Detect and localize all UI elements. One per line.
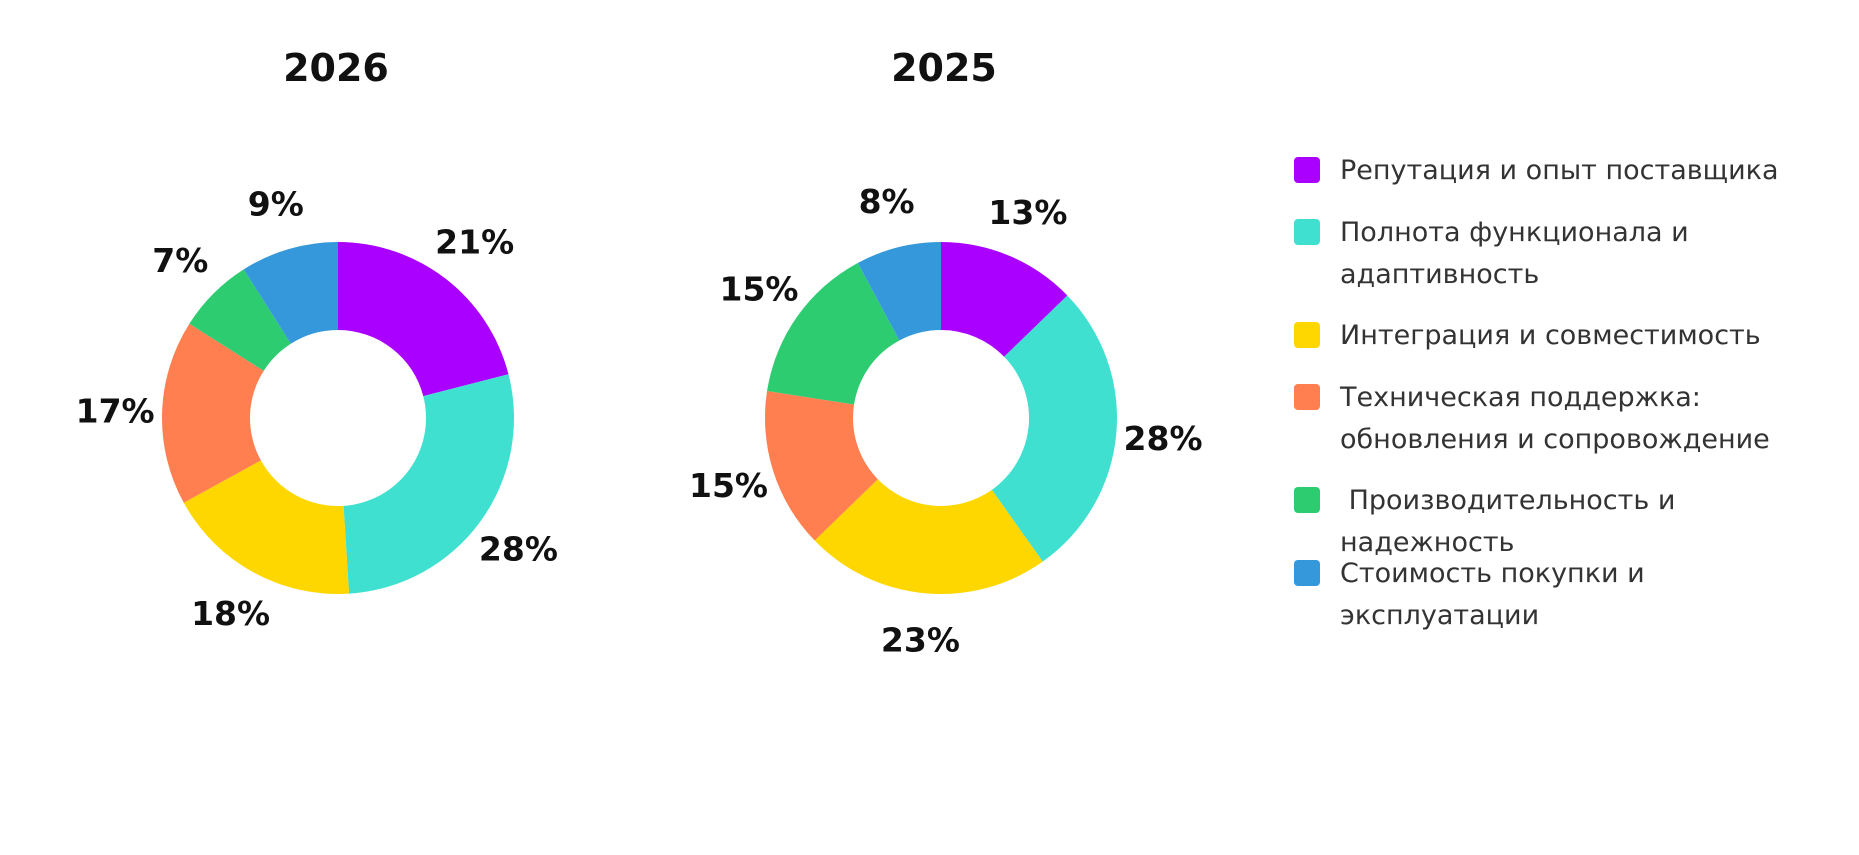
legend-label: Полнота функционала и адаптивность (1340, 217, 1689, 290)
data-label-2025-integration: 23% (881, 621, 960, 660)
legend-item-integration: Интеграция и совместимость (1294, 315, 1820, 357)
data-label-2025-reputation: 13% (988, 193, 1067, 232)
data-label-2025-performance: 15% (719, 270, 798, 309)
legend-item-cost: Стоимость покупки и эксплуатации (1294, 553, 1820, 637)
data-label-2026-cost: 9% (248, 184, 304, 223)
data-label-2025-support: 15% (689, 466, 768, 505)
data-label-2026-functionality: 28% (479, 530, 558, 569)
donut-slice-2025-functionality (991, 295, 1118, 562)
donut-slice-2026-performance (189, 269, 291, 371)
legend-item-support: Техническая поддержка: обновления и сопр… (1294, 377, 1820, 461)
donut-slice-2026-reputation (338, 242, 509, 397)
legend-swatch-functionality (1294, 219, 1320, 245)
chart-title-2025: 2025 (891, 46, 997, 90)
data-label-2026-support: 17% (76, 391, 155, 430)
donut-slice-2025-performance (767, 262, 900, 405)
data-label-2026-integration: 18% (191, 594, 270, 633)
legend-label: Производительность и надежность (1340, 485, 1676, 558)
legend-swatch-performance (1294, 487, 1320, 513)
legend-item-reputation: Репутация и опыт поставщика (1294, 150, 1820, 192)
legend-swatch-support (1294, 384, 1320, 410)
legend-label: Стоимость покупки и эксплуатации (1340, 558, 1645, 631)
legend-label: Репутация и опыт поставщика (1340, 155, 1779, 186)
legend-item-functionality: Полнота функционала и адаптивность (1294, 212, 1820, 296)
donut-slice-2025-cost (857, 242, 941, 341)
data-label-2025-functionality: 28% (1124, 419, 1203, 458)
legend-item-performance: Производительность и надежность (1294, 480, 1820, 564)
data-label-2026-reputation: 21% (435, 222, 514, 261)
donut-slice-2025-reputation (941, 242, 1068, 357)
donut-slice-2025-integration (814, 479, 1043, 594)
chart-title-2026: 2026 (283, 46, 389, 90)
donut-slice-2026-support (161, 323, 264, 503)
legend-label: Техническая поддержка: обновления и сопр… (1340, 382, 1770, 455)
donut-slice-2026-functionality (343, 374, 514, 594)
legend-swatch-reputation (1294, 157, 1320, 183)
donut-slice-2025-support (765, 391, 878, 541)
legend-label: Интеграция и совместимость (1340, 320, 1761, 351)
data-label-2026-performance: 7% (152, 241, 208, 280)
legend-swatch-integration (1294, 322, 1320, 348)
donut-slice-2026-cost (243, 242, 338, 344)
data-label-2025-cost: 8% (859, 182, 915, 221)
legend-swatch-cost (1294, 560, 1320, 586)
donut-slice-2026-integration (183, 460, 350, 594)
